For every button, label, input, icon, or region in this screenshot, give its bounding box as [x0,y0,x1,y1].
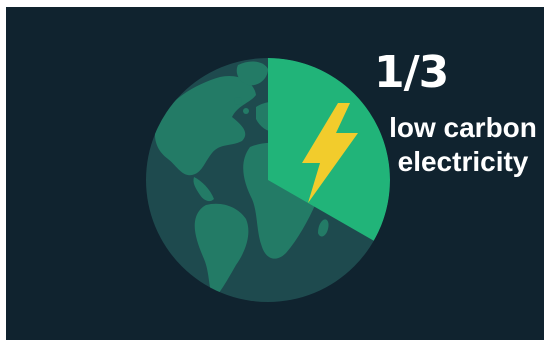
share-caption: low carbon electricity [378,111,544,179]
share-fraction: 1/3 [374,47,449,98]
caption-line-1: low carbon [389,112,537,143]
earth-globe-icon [146,58,390,302]
lightning-bolt-icon [302,103,358,203]
infographic-panel: 1/3 low carbon electricity [6,7,544,340]
caption-line-2: electricity [397,146,529,177]
globe-continents [154,61,329,299]
